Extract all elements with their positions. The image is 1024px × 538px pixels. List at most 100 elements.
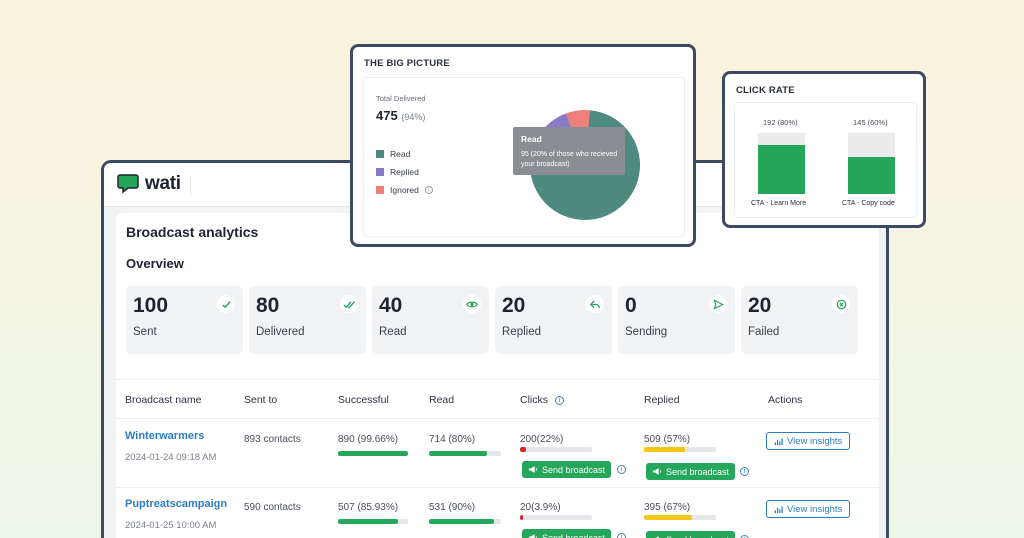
click-rate-title: CLICK RATE bbox=[736, 85, 795, 96]
legend-item-read[interactable]: Read bbox=[376, 149, 410, 159]
replied-bar-fill bbox=[644, 515, 693, 520]
send-broadcast-button[interactable]: Send broadcast bbox=[522, 529, 612, 538]
read-bar bbox=[429, 519, 501, 524]
clicks-bar-fill bbox=[520, 515, 523, 520]
bar-label-copy-code: CTA - Copy code bbox=[842, 200, 895, 207]
stat-label: Failed bbox=[748, 326, 780, 338]
clicks-bar bbox=[520, 515, 592, 520]
big-picture-title: THE BIG PICTURE bbox=[364, 58, 450, 69]
clicks-bar-fill bbox=[520, 447, 526, 452]
send-broadcast-label: Send broadcast bbox=[542, 464, 606, 475]
bar-label-learn-more: CTA - Learn More bbox=[751, 200, 807, 207]
clicks-info-icon[interactable]: i bbox=[555, 396, 564, 405]
click-rate-body: 192 (80%) CTA - Learn More 145 (60%) CTA… bbox=[734, 102, 917, 218]
successful-value: 507 (85.93%) bbox=[338, 502, 399, 513]
big-picture-body: Total Delivered 475 (94%) Read Replied I… bbox=[363, 77, 685, 237]
bar-track-copy-code bbox=[848, 133, 895, 194]
stat-value: 0 bbox=[625, 294, 637, 317]
tooltip-title: Read bbox=[521, 134, 542, 144]
successful-bar-fill bbox=[338, 519, 399, 524]
replied-bar bbox=[644, 515, 716, 520]
info-icon[interactable]: i bbox=[740, 467, 749, 476]
clicks-bar bbox=[520, 447, 592, 452]
stat-label: Sending bbox=[625, 326, 668, 338]
legend-swatch-ignored bbox=[376, 186, 384, 194]
header-actions: Actions bbox=[768, 394, 803, 406]
legend-swatch-read bbox=[376, 150, 384, 158]
send-broadcast-button[interactable]: Send broadcast bbox=[646, 463, 736, 480]
sent-to: 590 contacts bbox=[244, 502, 301, 513]
stat-card-sent: 100 Sent bbox=[126, 286, 243, 354]
stat-label: Delivered bbox=[256, 326, 305, 338]
info-icon[interactable]: i bbox=[740, 535, 749, 538]
chat-bubble-icon bbox=[117, 174, 139, 194]
legend-label-replied: Replied bbox=[390, 167, 419, 177]
send-broadcast-label: Send broadcast bbox=[666, 535, 729, 538]
successful-bar-fill bbox=[338, 451, 408, 456]
successful-bar bbox=[338, 519, 408, 524]
megaphone-icon bbox=[528, 534, 537, 538]
read-value: 714 (80%) bbox=[429, 434, 476, 445]
legend-swatch-replied bbox=[376, 168, 384, 176]
chart-icon bbox=[774, 505, 783, 513]
view-insights-button[interactable]: View insights bbox=[766, 432, 851, 450]
stat-value: 40 bbox=[379, 294, 403, 317]
eye-icon bbox=[463, 295, 481, 313]
megaphone-icon bbox=[652, 468, 661, 475]
check-icon bbox=[217, 295, 235, 313]
legend-item-replied[interactable]: Replied bbox=[376, 167, 419, 177]
info-icon[interactable]: i bbox=[617, 465, 626, 474]
clicks-value: 200(22%) bbox=[520, 434, 564, 445]
send-icon bbox=[709, 295, 727, 313]
total-delivered-value: 475 (94%) bbox=[376, 108, 425, 123]
replied-bar-fill bbox=[644, 447, 686, 452]
read-bar bbox=[429, 451, 501, 456]
analytics-panel: Broadcast analytics Overview 100 Sent 80 De… bbox=[116, 213, 879, 538]
total-delivered-pct: (94%) bbox=[401, 112, 426, 122]
stat-value: 20 bbox=[748, 294, 772, 317]
reply-icon bbox=[586, 295, 604, 313]
header-clicks: Clicks bbox=[520, 394, 548, 406]
tooltip-body: 95 (20% of those who recieved your broad… bbox=[521, 151, 618, 168]
send-broadcast-label: Send broadcast bbox=[666, 466, 730, 477]
megaphone-icon bbox=[528, 466, 537, 473]
view-insights-label: View insights bbox=[787, 503, 843, 515]
legend-label-read: Read bbox=[390, 149, 411, 159]
header-sent-to: Sent to bbox=[244, 394, 278, 406]
header-successful: Successful bbox=[338, 394, 389, 406]
overview-title: Overview bbox=[126, 256, 184, 271]
replied-bar bbox=[644, 447, 716, 452]
successful-value: 890 (99.66%) bbox=[338, 434, 399, 445]
total-delivered-label: Total Delivered bbox=[376, 94, 426, 103]
broadcast-name-link[interactable]: Puptreatscampaign bbox=[125, 498, 228, 510]
stat-card-failed: 20 Failed bbox=[741, 286, 858, 354]
table-row: Winterwarmers 2024-01-24 09:18 AM 893 cont… bbox=[116, 420, 879, 488]
logo[interactable]: wati bbox=[117, 173, 181, 195]
read-bar-fill bbox=[429, 519, 494, 524]
divider bbox=[190, 175, 191, 195]
read-bar-fill bbox=[429, 451, 487, 456]
send-broadcast-button[interactable]: Send broadcast bbox=[522, 461, 612, 478]
chart-icon bbox=[774, 437, 783, 445]
bar-fill-learn-more bbox=[758, 145, 805, 194]
legend-item-ignored[interactable]: Ignored i bbox=[376, 185, 433, 195]
send-broadcast-button[interactable]: Send broadcast bbox=[646, 531, 736, 538]
header-read: Read bbox=[429, 394, 455, 406]
logo-text: wati bbox=[145, 173, 181, 194]
broadcast-date: 2024-01-24 09:18 AM bbox=[125, 452, 217, 463]
broadcast-name-link[interactable]: Winterwarmers bbox=[125, 430, 205, 442]
ignored-info-icon[interactable]: i bbox=[424, 186, 433, 194]
replied-value: 395 (67%) bbox=[644, 502, 691, 513]
stat-label: Read bbox=[379, 326, 407, 338]
pie-tooltip: Read 95 (20% of those who recieved your … bbox=[513, 127, 625, 175]
stat-value: 100 bbox=[133, 294, 169, 317]
info-icon[interactable]: i bbox=[617, 533, 626, 538]
view-insights-button[interactable]: View insights bbox=[766, 500, 851, 518]
click-rate-card: CLICK RATE 192 (80%) CTA - Learn More 14… bbox=[722, 71, 926, 228]
sent-to: 893 contacts bbox=[244, 434, 301, 445]
broadcast-date: 2024-01-25 10:00 AM bbox=[125, 520, 217, 531]
view-insights-label: View insights bbox=[787, 435, 843, 447]
stat-label: Sent bbox=[133, 326, 157, 338]
clicks-value: 20(3.9%) bbox=[520, 502, 561, 513]
bar-track-learn-more bbox=[758, 133, 805, 194]
